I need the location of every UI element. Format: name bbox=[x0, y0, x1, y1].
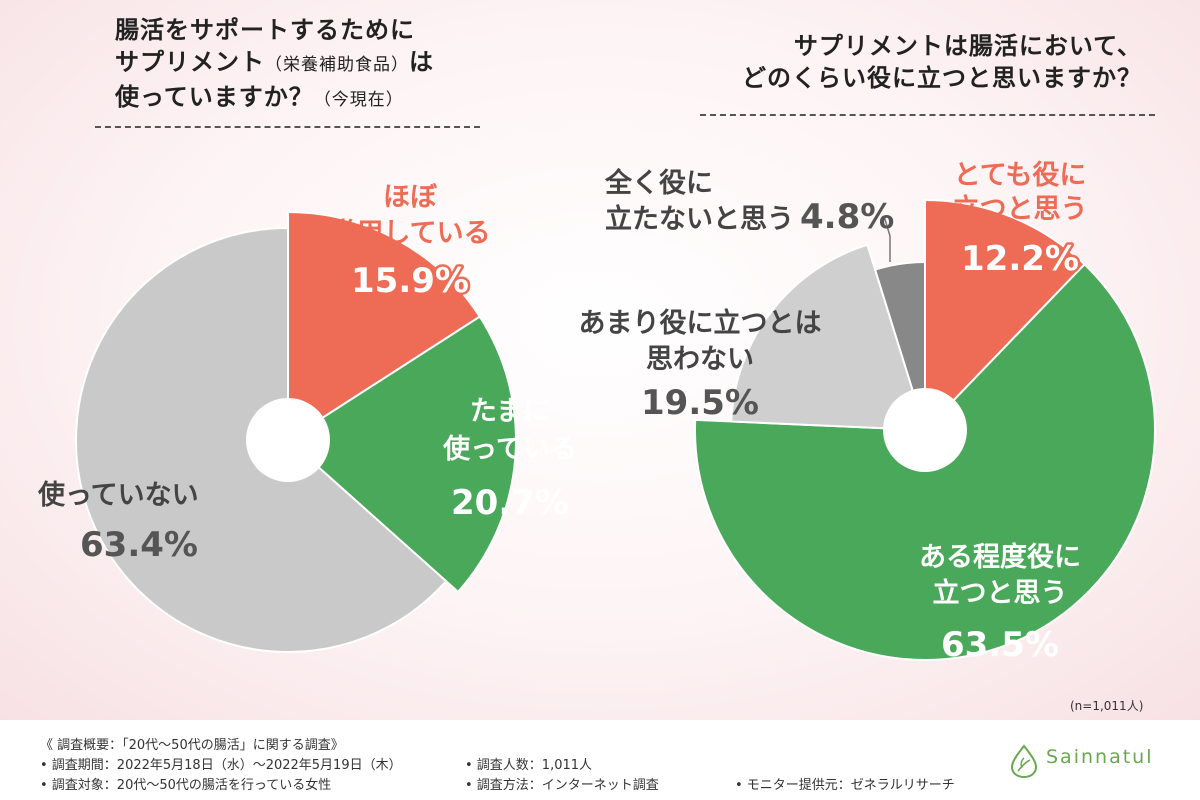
slice-label-7-line1: 全く役に bbox=[604, 167, 713, 199]
pie-chart-usefulness bbox=[694, 198, 1156, 661]
left-title-line2c: は bbox=[409, 48, 434, 76]
left-title-line3b: （今現在） bbox=[313, 90, 404, 110]
slice-value-6: 19.5% bbox=[641, 383, 759, 423]
left-title-line2b: （栄養補助食品） bbox=[265, 55, 409, 75]
footer-summary: 《 調査概要：「20代～50代の腸活」に関する調査》 bbox=[40, 738, 344, 753]
right-title-line2: どのくらい役に立つと思いますか？ bbox=[742, 64, 1142, 92]
slice-value-2: 20.7% bbox=[451, 483, 569, 523]
slice-value-5: 63.5% bbox=[941, 625, 1059, 665]
pie1-slice-1 bbox=[287, 210, 482, 442]
slice-label-5-line1: ある程度役に bbox=[919, 541, 1081, 573]
left-title-line1: 腸活をサポートするために bbox=[115, 16, 415, 44]
pie1-center-hole bbox=[246, 398, 330, 482]
footer-people: • 調査人数：1,011人 bbox=[465, 758, 593, 773]
slice-label-7-line2: 立たないと思う bbox=[605, 203, 794, 235]
slice-value-1: 15.9% bbox=[351, 261, 469, 301]
pie1-slice-2 bbox=[286, 315, 517, 594]
leaf-drop-icon bbox=[1010, 744, 1038, 779]
brand-logo: Sainnatul bbox=[1008, 744, 1158, 779]
slice-label-4-line1: とても役に bbox=[954, 160, 1087, 191]
slice-label-4-line2: 立つと思う bbox=[953, 193, 1088, 225]
pie2-slice-1 bbox=[924, 198, 1086, 433]
survey-footer: 《 調査概要：「20代～50代の腸活」に関する調査》 • 調査期間：2022年5… bbox=[0, 720, 1200, 800]
left-title-line2a: サプリメント bbox=[115, 48, 265, 76]
pie2-leader-line bbox=[883, 215, 891, 262]
footer-period: • 調査期間：2022年5月18日（水）～2022年5月19日（木） bbox=[40, 758, 402, 773]
right-title-line1: サプリメントは腸活において、 bbox=[793, 32, 1142, 60]
slice-label-6-line2: 思わない bbox=[646, 344, 754, 375]
pie2-slice-4 bbox=[873, 260, 926, 431]
pie2-center-hole bbox=[883, 388, 967, 472]
footer-method: • 調査方法：インターネット調査 bbox=[465, 778, 659, 793]
left-title-divider bbox=[95, 126, 480, 128]
slice-label-2-line1: たまに bbox=[470, 396, 550, 427]
left-question-title: 腸活をサポートするために サプリメント（栄養補助食品）は 使っていますか？（今現… bbox=[115, 14, 434, 116]
slice-label-1-line2: 常用している bbox=[329, 218, 490, 249]
slice-value-7: 4.8% bbox=[800, 197, 894, 237]
slice-label-6-line1: あまり役に立つとは bbox=[579, 307, 822, 339]
footer-provider: • モニター提供元：ゼネラルリサーチ bbox=[735, 778, 955, 793]
brand-name: Sainnatul bbox=[1046, 746, 1154, 768]
footer-target: • 調査対象：20代～50代の腸活を行っている女性 bbox=[40, 778, 332, 793]
right-title-divider bbox=[700, 114, 1155, 116]
slice-label-2-line2: 使っている bbox=[442, 434, 577, 465]
left-title-line3: 使っていますか？（今現在） bbox=[115, 81, 434, 116]
pie2-slice-3 bbox=[730, 243, 927, 432]
slice-label-5-line2: 立つと思う bbox=[933, 577, 1068, 609]
slice-value-4: 12.2% bbox=[961, 239, 1079, 279]
slice-label-3-line1: 使っていない bbox=[37, 480, 199, 511]
left-title-line3a: 使っていますか？ bbox=[115, 83, 314, 111]
sample-size-note: (n=1,011人) bbox=[1070, 699, 1144, 713]
right-question-title: サプリメントは腸活において、 どのくらい役に立つと思いますか？ bbox=[712, 30, 1142, 94]
slice-label-1-line1: ほぼ bbox=[383, 182, 438, 213]
pie-chart-supplement-usage bbox=[75, 210, 517, 653]
left-title-line2: サプリメント（栄養補助食品）は bbox=[115, 46, 434, 81]
slice-value-3: 63.4% bbox=[80, 525, 198, 565]
